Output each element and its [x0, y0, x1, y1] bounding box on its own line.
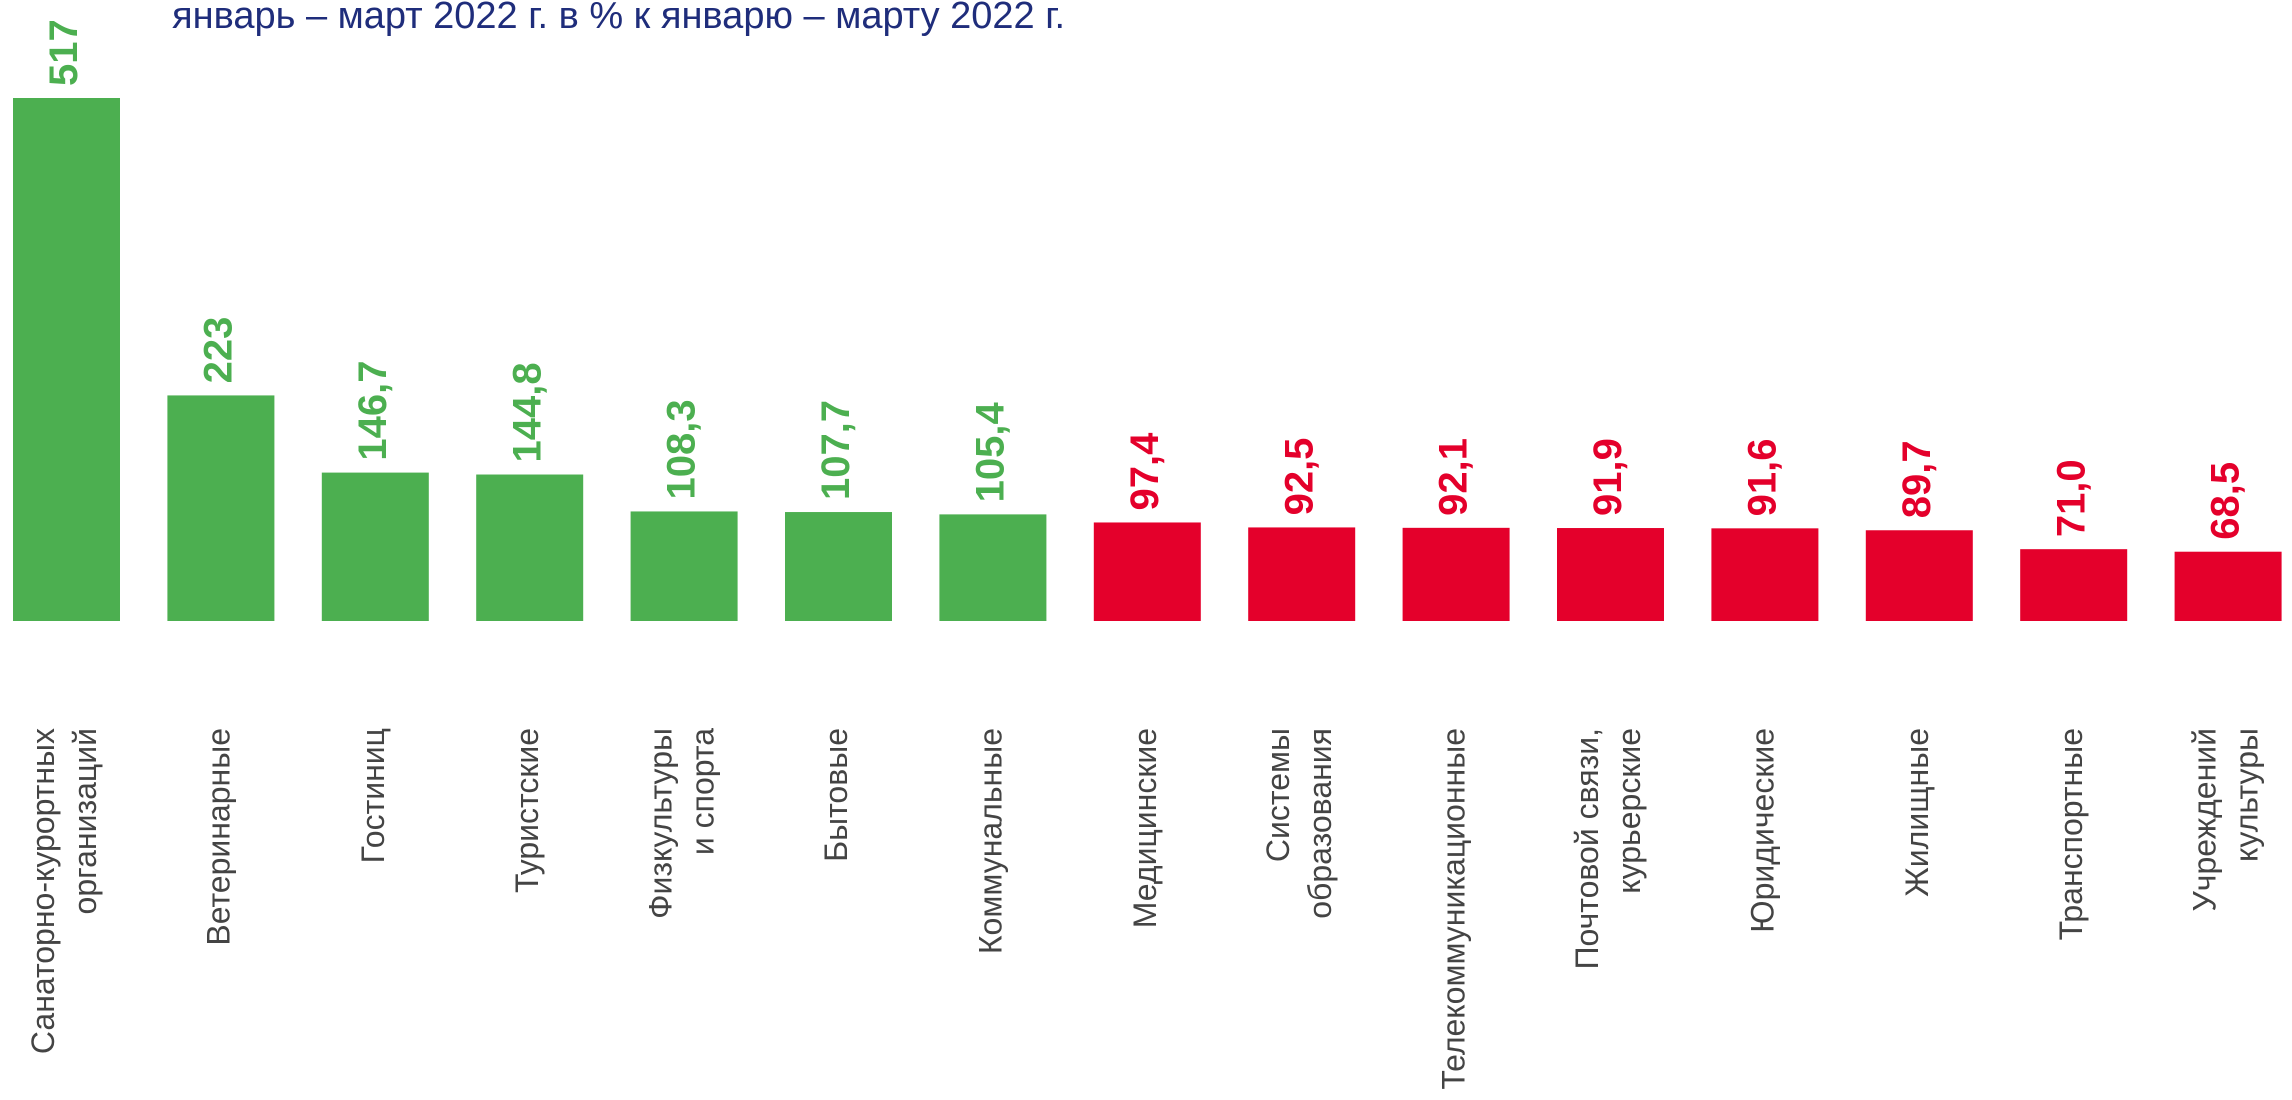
value-label: 68,5: [2204, 462, 2248, 540]
value-label: 89,7: [1895, 440, 1939, 518]
bar: [167, 395, 274, 621]
category-label: Юридические: [1744, 728, 1780, 933]
category-label: Ветеринарные: [200, 728, 236, 946]
value-label: 108,3: [660, 399, 704, 499]
category-label: Физкультуры: [643, 728, 679, 919]
value-label: 144,8: [505, 362, 549, 462]
value-label: 223: [196, 317, 240, 384]
page: {"chart_data": {"type": "bar", "subtitle…: [0, 0, 2292, 1100]
value-label: 105,4: [968, 402, 1012, 503]
category-label: Транспортные: [2053, 728, 2089, 940]
bar: [322, 473, 429, 621]
value-label: 91,6: [1740, 438, 1784, 516]
category-label: Жилищные: [1899, 728, 1935, 897]
value-label: 146,7: [351, 360, 395, 460]
category-label: Телекоммуникационные: [1436, 728, 1472, 1090]
category-label: курьерские: [1611, 728, 1647, 894]
category-label: Коммунальные: [972, 728, 1008, 954]
bar: [13, 98, 120, 621]
category-label: культуры: [2229, 728, 2265, 862]
chart: январь – март 2022 г. в % к январю – мар…: [0, 0, 2292, 1100]
bar: [785, 512, 892, 621]
bar: [2020, 549, 2127, 621]
category-label: Бытовые: [818, 728, 854, 862]
value-label: 71,0: [2049, 459, 2093, 537]
bar: [939, 514, 1046, 621]
category-label: Санаторно-курортных: [25, 728, 61, 1054]
bar: [1403, 528, 1510, 621]
value-label: 91,9: [1586, 438, 1630, 516]
category-label: организаций: [67, 728, 103, 914]
bar: [1711, 528, 1818, 621]
bar: [1094, 522, 1201, 621]
category-label: Гостиниц: [355, 728, 391, 863]
value-label: 92,5: [1277, 438, 1321, 516]
category-label: Медицинские: [1127, 728, 1163, 928]
chart-subtitle: январь – март 2022 г. в % к январю – мар…: [172, 0, 1065, 37]
bar: [2175, 552, 2282, 621]
category-label: образования: [1302, 728, 1338, 919]
category-label: Учреждений: [2187, 728, 2223, 912]
category-label: и спорта: [685, 728, 721, 855]
value-label: 107,7: [814, 400, 858, 500]
bar: [1557, 528, 1664, 621]
bar: [631, 511, 738, 621]
bar: [1866, 530, 1973, 621]
value-label: 92,1: [1432, 438, 1476, 516]
bar: [476, 475, 583, 621]
bar: [1248, 527, 1355, 621]
category-label: Системы: [1260, 728, 1296, 862]
value-label: 97,4: [1123, 432, 1167, 511]
category-label: Туристские: [509, 728, 545, 893]
category-label: Почтовой связи,: [1569, 728, 1605, 969]
value-label: 517: [42, 19, 86, 86]
